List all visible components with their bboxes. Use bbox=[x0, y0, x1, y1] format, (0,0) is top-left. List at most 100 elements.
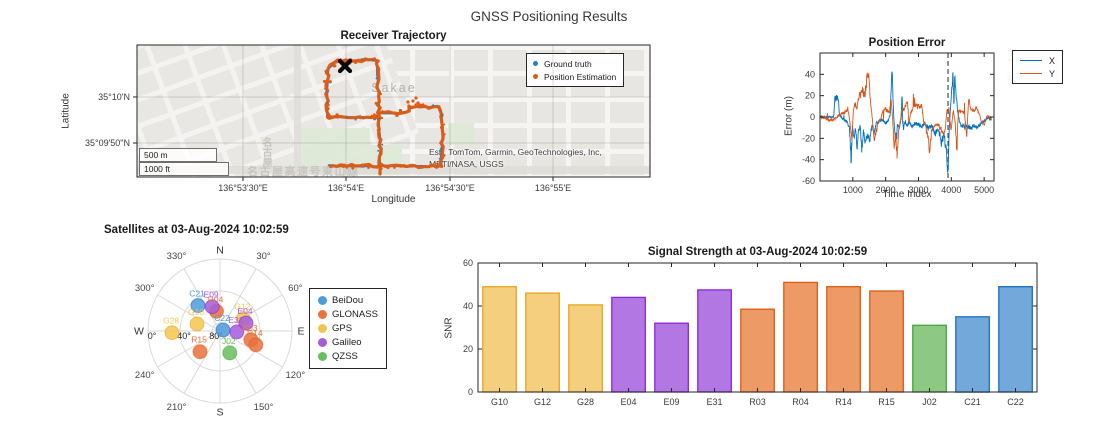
map-attribution-line2: METI/NASA, USGS bbox=[429, 159, 504, 169]
position-estimation-dot bbox=[400, 111, 404, 114]
position-estimation-dot bbox=[380, 167, 383, 171]
map-road-label-vertical: 名古屋 bbox=[260, 137, 271, 167]
sky-legend-item: QZSS bbox=[318, 350, 378, 364]
x-marker bbox=[337, 58, 353, 74]
map-legend-item: Ground truth bbox=[533, 57, 616, 70]
signal-strength-title: Signal Strength at 03-Aug-2024 10:02:59 bbox=[647, 246, 868, 258]
bar-x-tick-label: R15 bbox=[878, 397, 895, 407]
position-error-xlabel: Time Index bbox=[882, 189, 932, 200]
position-estimation-dot bbox=[443, 123, 446, 126]
satellite-dot-R14 bbox=[248, 337, 264, 353]
position-estimation-dot bbox=[328, 80, 332, 84]
ground-truth-dot bbox=[371, 59, 374, 62]
position-estimation-dot bbox=[416, 101, 420, 105]
satellite-dot-E04 bbox=[238, 315, 254, 331]
sky-legend-label: QZSS bbox=[332, 351, 358, 363]
legend-dot-icon bbox=[318, 295, 327, 305]
sky-azimuth-label: 120° bbox=[286, 370, 306, 381]
position-estimation-dot bbox=[402, 164, 406, 168]
sky-elevation-label: 40° bbox=[177, 331, 191, 341]
map-scalebar-metric: 500 m bbox=[139, 148, 217, 162]
pe-legend-label: Y bbox=[1049, 68, 1056, 79]
map-x-tick-label: 136°54'E bbox=[328, 183, 364, 193]
satellite-label-G10: G10 bbox=[188, 307, 204, 317]
position-estimation-dot bbox=[414, 103, 417, 106]
map-attribution-line1: Esri, TomTom, Garmin, GeoTechnologies, I… bbox=[429, 147, 602, 157]
bar-y-tick-label: 60 bbox=[463, 258, 473, 268]
sky-azimuth-label: 150° bbox=[254, 402, 274, 413]
bar-G12 bbox=[525, 292, 560, 393]
sky-legend-label: Galileo bbox=[332, 337, 362, 349]
error-series-x bbox=[820, 71, 992, 173]
satellite-label-J02: J02 bbox=[222, 336, 236, 346]
bar-x-tick-label: E04 bbox=[620, 397, 636, 407]
ground-truth-dot bbox=[381, 143, 384, 146]
map-xlabel: Longitude bbox=[371, 194, 416, 205]
bar-x-tick-label: E09 bbox=[663, 397, 679, 407]
sky-elevation-label: 80° bbox=[209, 331, 223, 341]
position-estimation-dot bbox=[373, 113, 376, 116]
map-title: Receiver Trajectory bbox=[340, 30, 447, 42]
position-estimation-dot bbox=[398, 108, 403, 113]
ground-truth-dot bbox=[377, 149, 380, 152]
bar-x-tick-label: G28 bbox=[577, 397, 594, 407]
sky-legend-item: Galileo bbox=[318, 336, 378, 350]
ground-truth-dot bbox=[439, 147, 442, 150]
pe-y-tick-label: 0 bbox=[810, 112, 815, 122]
sky-elevation-label: 0° bbox=[148, 331, 157, 341]
position-error-title: Position Error bbox=[868, 37, 946, 49]
sky-azimuth-spoke bbox=[219, 330, 257, 394]
position-estimation-dot bbox=[326, 103, 330, 107]
map-x-tick-label: 136°55'E bbox=[535, 183, 571, 193]
bar-E09 bbox=[654, 322, 689, 393]
position-estimation-dot bbox=[335, 113, 339, 117]
position-estimation-path bbox=[328, 162, 443, 169]
ground-truth-dot bbox=[326, 101, 329, 104]
bar-R14 bbox=[826, 286, 861, 393]
sky-azimuth-label: 300° bbox=[135, 283, 155, 294]
map-x-tick-label: 136°54'30"E bbox=[425, 183, 475, 193]
sky-azimuth-label: 30° bbox=[256, 251, 271, 262]
position-estimation-dot bbox=[327, 116, 332, 120]
ground-truth-dot bbox=[376, 118, 379, 121]
position-estimation-dot bbox=[335, 61, 338, 64]
map-x-tick-label: 136°53'30"E bbox=[218, 183, 268, 193]
map-ylabel: Latitude bbox=[60, 93, 72, 129]
satellite-dot-C22 bbox=[215, 322, 231, 338]
satellite-label-G12: G12 bbox=[234, 302, 250, 312]
position-estimation-dot bbox=[381, 110, 384, 113]
position-estimation-dot bbox=[375, 60, 379, 64]
position-estimation-dot bbox=[379, 92, 383, 96]
position-estimation-dot bbox=[439, 126, 443, 129]
bar-x-tick-label: C21 bbox=[964, 397, 981, 407]
map-axes: Sakae 名古屋高速号東山線 名古屋 Esri, TomTom, Garmin… bbox=[137, 45, 650, 177]
bar-R03 bbox=[740, 308, 775, 393]
pe-legend-item: Y bbox=[1020, 67, 1055, 80]
ground-truth-dot bbox=[361, 116, 364, 119]
position-estimation-dot bbox=[406, 100, 410, 104]
sky-legend-item: BeiDou bbox=[318, 293, 378, 307]
position-estimation-dot bbox=[339, 163, 343, 167]
position-estimation-dot bbox=[359, 116, 362, 120]
map-plot-svg: 136°53'30"E 136°54'E 136°54'30"E 136°55'E 35… bbox=[85, 44, 651, 193]
satellite-dot-G28 bbox=[164, 325, 180, 341]
satellite-label-R15: R15 bbox=[191, 335, 207, 345]
sky-azimuth-label: 240° bbox=[135, 370, 155, 381]
sky-compass-label: N bbox=[216, 245, 224, 257]
legend-dot-icon bbox=[318, 309, 327, 319]
position-estimation-dot bbox=[392, 164, 396, 168]
legend-line-icon bbox=[1020, 73, 1042, 74]
ground-truth-dot bbox=[325, 90, 328, 93]
satellite-dot-R15 bbox=[192, 344, 208, 360]
bar-x-tick-label: R04 bbox=[792, 397, 809, 407]
bar-G10 bbox=[482, 286, 517, 393]
ground-truth-dot bbox=[438, 149, 441, 152]
position-estimation-dot bbox=[341, 164, 346, 169]
map-legend-item: Position Estimation bbox=[533, 70, 616, 83]
map-scalebar-imperial: 1000 ft bbox=[139, 162, 229, 176]
map-park-area bbox=[448, 123, 474, 145]
position-estimation-dot bbox=[439, 116, 442, 119]
position-estimation-dot bbox=[345, 166, 349, 169]
signal-strength-plot-svg: G10 G12 G28 E04 E09 E31 R03 R04 R14 R15 J02 C21 C22 0… bbox=[463, 258, 1038, 407]
